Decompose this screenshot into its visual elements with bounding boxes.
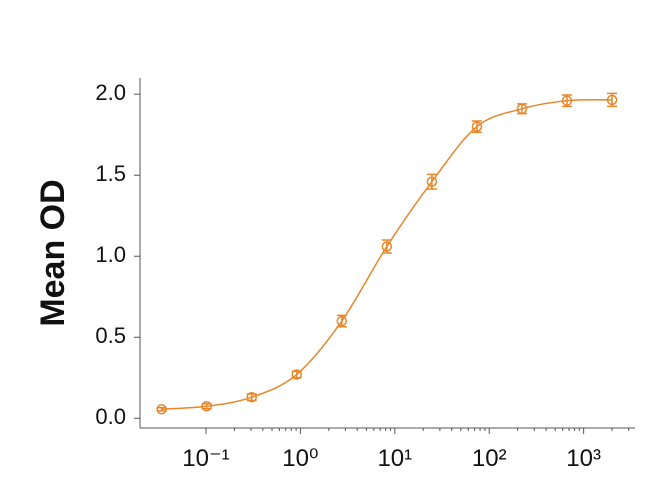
error-bar bbox=[156, 406, 167, 412]
y-tick-label: 2.0 bbox=[95, 80, 126, 105]
y-tick-label: 0.0 bbox=[95, 404, 126, 429]
data-point bbox=[156, 403, 167, 415]
data-point bbox=[561, 95, 573, 106]
data-point bbox=[291, 369, 302, 380]
curve bbox=[161, 99, 613, 410]
y-tick-label: 1.0 bbox=[95, 242, 126, 267]
data-point bbox=[606, 94, 618, 106]
x-tick-label: 10² bbox=[472, 445, 507, 472]
data-point bbox=[246, 391, 257, 403]
x-tick-label: 10¹ bbox=[377, 445, 412, 472]
x-tick-label: 10³ bbox=[566, 445, 601, 472]
x-tick-label: 10⁰ bbox=[282, 445, 318, 472]
data-point bbox=[381, 241, 393, 252]
y-axis-label: Mean OD bbox=[34, 179, 72, 326]
data-point bbox=[336, 315, 348, 327]
x-tick-label: 10⁻¹ bbox=[182, 445, 229, 472]
data-point bbox=[471, 121, 483, 132]
y-tick-label: 0.5 bbox=[95, 323, 126, 348]
data-point bbox=[516, 103, 528, 115]
data-point bbox=[201, 401, 212, 412]
y-tick-label: 1.5 bbox=[95, 161, 126, 186]
data-point bbox=[426, 176, 438, 187]
